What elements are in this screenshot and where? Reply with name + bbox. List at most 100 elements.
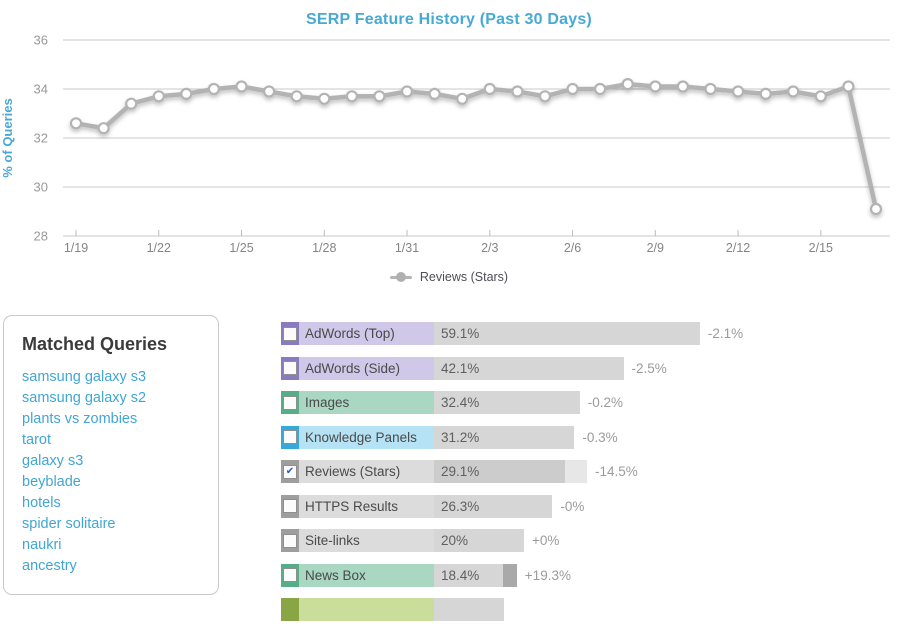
feature-label[interactable]: AdWords (Side): [299, 356, 434, 380]
svg-text:2/9: 2/9: [647, 241, 664, 255]
feature-value-bar: 59.1%: [434, 322, 700, 345]
feature-value-bar: 20%: [434, 529, 524, 552]
feature-change: -0.3%: [582, 429, 618, 445]
x-axis-labels: 1/19 1/22 1/25 1/28 1/31 2/3 2/6 2/9 2/12 2/15: [64, 241, 833, 255]
matched-query-link[interactable]: plants vs zombies: [22, 411, 138, 427]
matched-query-link[interactable]: galaxy s3: [22, 453, 84, 469]
feature-value: 59.1%: [441, 326, 480, 341]
feature-checkbox-cell: [281, 598, 299, 621]
feature-label[interactable]: HTTPS Results: [299, 494, 434, 518]
matched-query-link[interactable]: tarot: [22, 432, 52, 448]
feature-checkbox[interactable]: [283, 395, 297, 410]
feature-value-bar: 26.3%: [434, 494, 553, 518]
feature-value-bar: [434, 598, 504, 621]
feature-row: News Box 18.4% +19.3%: [281, 563, 743, 587]
svg-text:2/15: 2/15: [809, 241, 833, 255]
feature-row: Site-links 20% +0%: [281, 529, 743, 552]
feature-checkbox-cell: [281, 356, 299, 380]
feature-checkbox-cell: [281, 529, 299, 552]
feature-change: -0.2%: [587, 395, 624, 410]
serp-feature-list: AdWords (Top) 59.1% -2.1% AdWords (Side) 42.…: [281, 322, 743, 633]
feature-row: Images 32.4% -0.2%: [281, 391, 743, 414]
feature-row-partial: [281, 598, 743, 621]
feature-value: 32.4%: [441, 395, 480, 410]
feature-change: -2.1%: [707, 326, 744, 341]
feature-checkbox[interactable]: [283, 499, 297, 513]
feature-value-bar: 29.1%: [434, 460, 565, 483]
svg-text:36: 36: [34, 33, 48, 48]
feature-checkbox-cell: ✔: [281, 460, 299, 483]
serp-history-chart: 28 30 32 34 36 1/19 1/22 1/25 1/28 1/31 2/3 2/6 2/9…: [34, 33, 890, 255]
data-point-markers: [69, 77, 883, 216]
feature-value: 18.4%: [441, 567, 480, 583]
feature-row: ✔ Reviews (Stars) 29.1% -14.5%: [281, 460, 743, 483]
svg-text:1/31: 1/31: [395, 241, 419, 255]
feature-change-segment: [565, 460, 587, 483]
svg-text:28: 28: [34, 229, 48, 244]
legend-line-marker-icon: [389, 272, 412, 282]
gridlines: [63, 39, 890, 237]
svg-text:34: 34: [34, 82, 48, 97]
series-line: [73, 81, 879, 212]
legend-item-reviews[interactable]: Reviews (Stars): [0, 268, 898, 286]
feature-checkbox[interactable]: [283, 430, 297, 444]
svg-text:1/25: 1/25: [229, 241, 253, 255]
svg-text:2/6: 2/6: [564, 241, 581, 255]
feature-checkbox-cell: [281, 391, 299, 414]
matched-query-link[interactable]: ancestry: [22, 558, 77, 574]
matched-queries-panel: Matched Queries samsung galaxy s3 samsung…: [3, 315, 219, 595]
feature-value: 42.1%: [441, 360, 480, 376]
feature-label[interactable]: AdWords (Top): [299, 322, 434, 345]
matched-query-link[interactable]: samsung galaxy s3: [22, 369, 147, 385]
feature-change: -0%: [560, 498, 585, 514]
feature-label[interactable]: Images: [299, 391, 434, 414]
legend-label: Reviews (Stars): [419, 270, 509, 284]
matched-queries-title: Matched Queries: [22, 334, 168, 354]
feature-checkbox[interactable]: [283, 326, 297, 341]
feature-label[interactable]: News Box: [299, 563, 434, 587]
feature-checkbox-cell: [281, 425, 299, 449]
matched-query-link[interactable]: naukri: [22, 537, 62, 553]
feature-value: 31.2%: [441, 429, 480, 445]
matched-query-link[interactable]: samsung galaxy s2: [22, 390, 147, 406]
feature-value-bar: 31.2%: [434, 425, 575, 449]
matched-queries-list: samsung galaxy s3 samsung galaxy s2 plants…: [20, 367, 202, 577]
feature-value: 26.3%: [441, 498, 480, 514]
matched-query-link[interactable]: beyblade: [22, 474, 81, 490]
feature-checkbox[interactable]: [283, 568, 297, 582]
feature-value: 29.1%: [441, 464, 480, 479]
feature-value-bar: 18.4%: [434, 563, 504, 587]
feature-checkbox-cell: [281, 322, 299, 345]
feature-change: +0%: [532, 533, 560, 548]
feature-label[interactable]: Knowledge Panels: [299, 425, 434, 449]
feature-value-bar: 42.1%: [434, 356, 624, 380]
feature-row: AdWords (Top) 59.1% -2.1%: [281, 322, 743, 345]
chart-title: SERP Feature History (Past 30 Days): [306, 11, 592, 28]
feature-checkbox[interactable]: [283, 533, 297, 548]
feature-checkbox[interactable]: [283, 361, 297, 375]
feature-checkbox-cell: [281, 494, 299, 518]
feature-label[interactable]: [299, 598, 434, 621]
feature-checkbox[interactable]: ✔: [283, 464, 297, 479]
svg-text:1/19: 1/19: [64, 241, 88, 255]
feature-checkbox-cell: [281, 563, 299, 587]
feature-change: +19.3%: [524, 567, 571, 583]
feature-label[interactable]: Site-links: [299, 529, 434, 552]
feature-change-segment: [503, 563, 517, 587]
y-axis-labels: 28 30 32 34 36: [34, 33, 48, 244]
x-axis-ticks: [75, 230, 822, 236]
feature-row: Knowledge Panels 31.2% -0.3%: [281, 425, 743, 449]
svg-text:1/28: 1/28: [312, 241, 336, 255]
feature-label[interactable]: Reviews (Stars): [299, 460, 434, 483]
svg-text:2/12: 2/12: [726, 241, 750, 255]
matched-query-link[interactable]: hotels: [22, 495, 61, 511]
feature-change: -14.5%: [595, 464, 638, 479]
feature-change: -2.5%: [631, 360, 667, 376]
feature-value-bar: 32.4%: [434, 391, 580, 414]
svg-text:2/3: 2/3: [481, 241, 498, 255]
svg-text:1/22: 1/22: [147, 241, 171, 255]
feature-row: HTTPS Results 26.3% -0%: [281, 494, 743, 518]
matched-query-link[interactable]: spider solitaire: [22, 516, 116, 532]
feature-value: 20%: [441, 533, 469, 548]
svg-text:32: 32: [34, 131, 48, 146]
